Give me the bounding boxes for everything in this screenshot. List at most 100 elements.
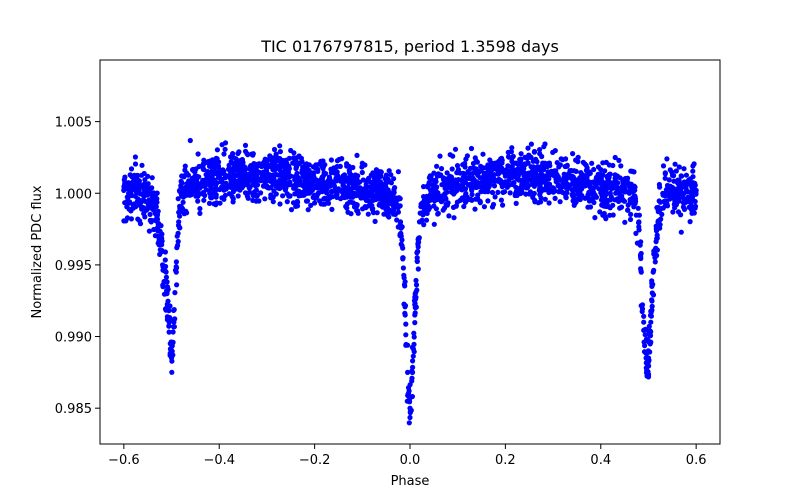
data-point [142,183,148,190]
data-point [542,163,549,169]
data-point [344,161,350,167]
data-point [204,181,210,187]
data-point [402,279,408,285]
data-point [405,385,412,391]
data-point [207,190,213,196]
data-point [169,369,175,375]
data-point [213,200,220,206]
data-point [262,196,268,202]
data-point [537,179,544,185]
data-point [687,196,694,202]
data-point [618,163,624,169]
data-point [176,209,182,215]
data-point [202,159,208,165]
data-point [128,216,134,222]
data-point [359,160,365,166]
data-point [164,314,170,320]
data-point [277,149,283,155]
data-point [154,225,160,231]
data-point [240,178,246,184]
data-point [147,211,153,217]
data-point [392,204,398,210]
data-point [407,408,413,414]
data-point [686,204,692,210]
data-point [608,194,614,200]
data-point [411,341,417,347]
data-point [693,191,699,197]
data-point [246,184,252,190]
data-point [415,266,421,272]
data-point [383,207,389,213]
data-point [670,209,676,215]
data-point [293,203,299,209]
data-point [455,185,461,191]
data-point [602,168,608,174]
data-point [172,316,178,322]
data-point [343,178,349,184]
data-point [638,254,644,260]
data-point [250,192,256,198]
data-point [524,155,531,161]
data-point [325,200,332,206]
data-point [467,165,473,171]
data-point [214,147,220,153]
data-point [461,203,467,210]
data-point [200,163,206,169]
data-point [680,200,687,206]
data-point [690,163,696,169]
data-point [387,200,393,206]
data-point [395,169,401,175]
data-point [641,319,647,325]
data-point [192,188,198,194]
data-point [473,158,479,164]
data-point [355,208,361,214]
y-tick-label: 0.995 [55,259,92,274]
data-point [446,213,452,219]
data-point [639,308,645,315]
data-point [409,368,415,374]
data-point [132,161,139,167]
data-point [556,164,562,170]
data-point [501,170,508,176]
data-point [169,354,175,360]
data-point [605,176,612,182]
data-point [568,167,574,174]
data-point [256,198,262,204]
data-point [439,197,445,203]
data-point [463,190,469,197]
data-point [489,160,495,166]
data-point [549,168,555,174]
data-point [221,187,227,193]
data-point [374,180,380,186]
data-point [195,151,201,157]
data-point [386,168,392,174]
data-point [145,173,151,179]
data-point [666,177,672,183]
data-point [296,188,302,194]
data-point [414,248,421,255]
data-point [320,201,326,207]
data-point [293,165,299,172]
data-point [631,204,637,210]
data-point [636,212,643,218]
data-point [350,164,356,171]
data-point [121,218,127,224]
data-point [402,283,408,289]
data-point [148,219,154,225]
data-point [681,206,688,212]
data-point [420,184,427,190]
data-point [464,153,470,159]
data-point [551,187,557,193]
data-point [561,171,567,177]
data-point [486,172,492,178]
data-point [663,198,669,204]
data-point [673,168,679,174]
data-point [139,162,145,168]
data-point [145,192,151,198]
data-point [263,165,269,171]
x-tick-label: 0.4 [590,453,611,468]
data-point [424,193,430,199]
data-point [570,151,576,157]
data-point [560,179,566,185]
data-point [128,208,134,214]
